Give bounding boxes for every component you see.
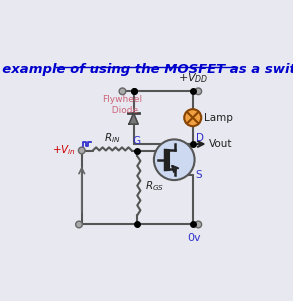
Text: $R_{IN}$: $R_{IN}$ [104, 131, 121, 145]
Text: S: S [195, 170, 202, 181]
Polygon shape [129, 113, 138, 124]
Circle shape [195, 88, 202, 95]
Text: Flywheel
  Diode: Flywheel Diode [102, 95, 142, 115]
Text: $+V_{in}$: $+V_{in}$ [52, 144, 76, 157]
Text: Lamp: Lamp [204, 113, 233, 123]
Circle shape [119, 88, 126, 95]
Text: 0v: 0v [187, 233, 200, 243]
Circle shape [76, 221, 82, 228]
Text: $+V_{DD}$: $+V_{DD}$ [178, 71, 209, 85]
Circle shape [184, 109, 201, 126]
Circle shape [79, 147, 85, 154]
Circle shape [154, 139, 195, 180]
Text: $R_{GS}$: $R_{GS}$ [145, 179, 164, 193]
Text: G: G [132, 136, 140, 146]
Text: Vout: Vout [209, 139, 233, 149]
Circle shape [195, 221, 202, 228]
Text: An example of using the MOSFET as a switch: An example of using the MOSFET as a swit… [0, 63, 293, 76]
Text: D: D [195, 133, 204, 143]
